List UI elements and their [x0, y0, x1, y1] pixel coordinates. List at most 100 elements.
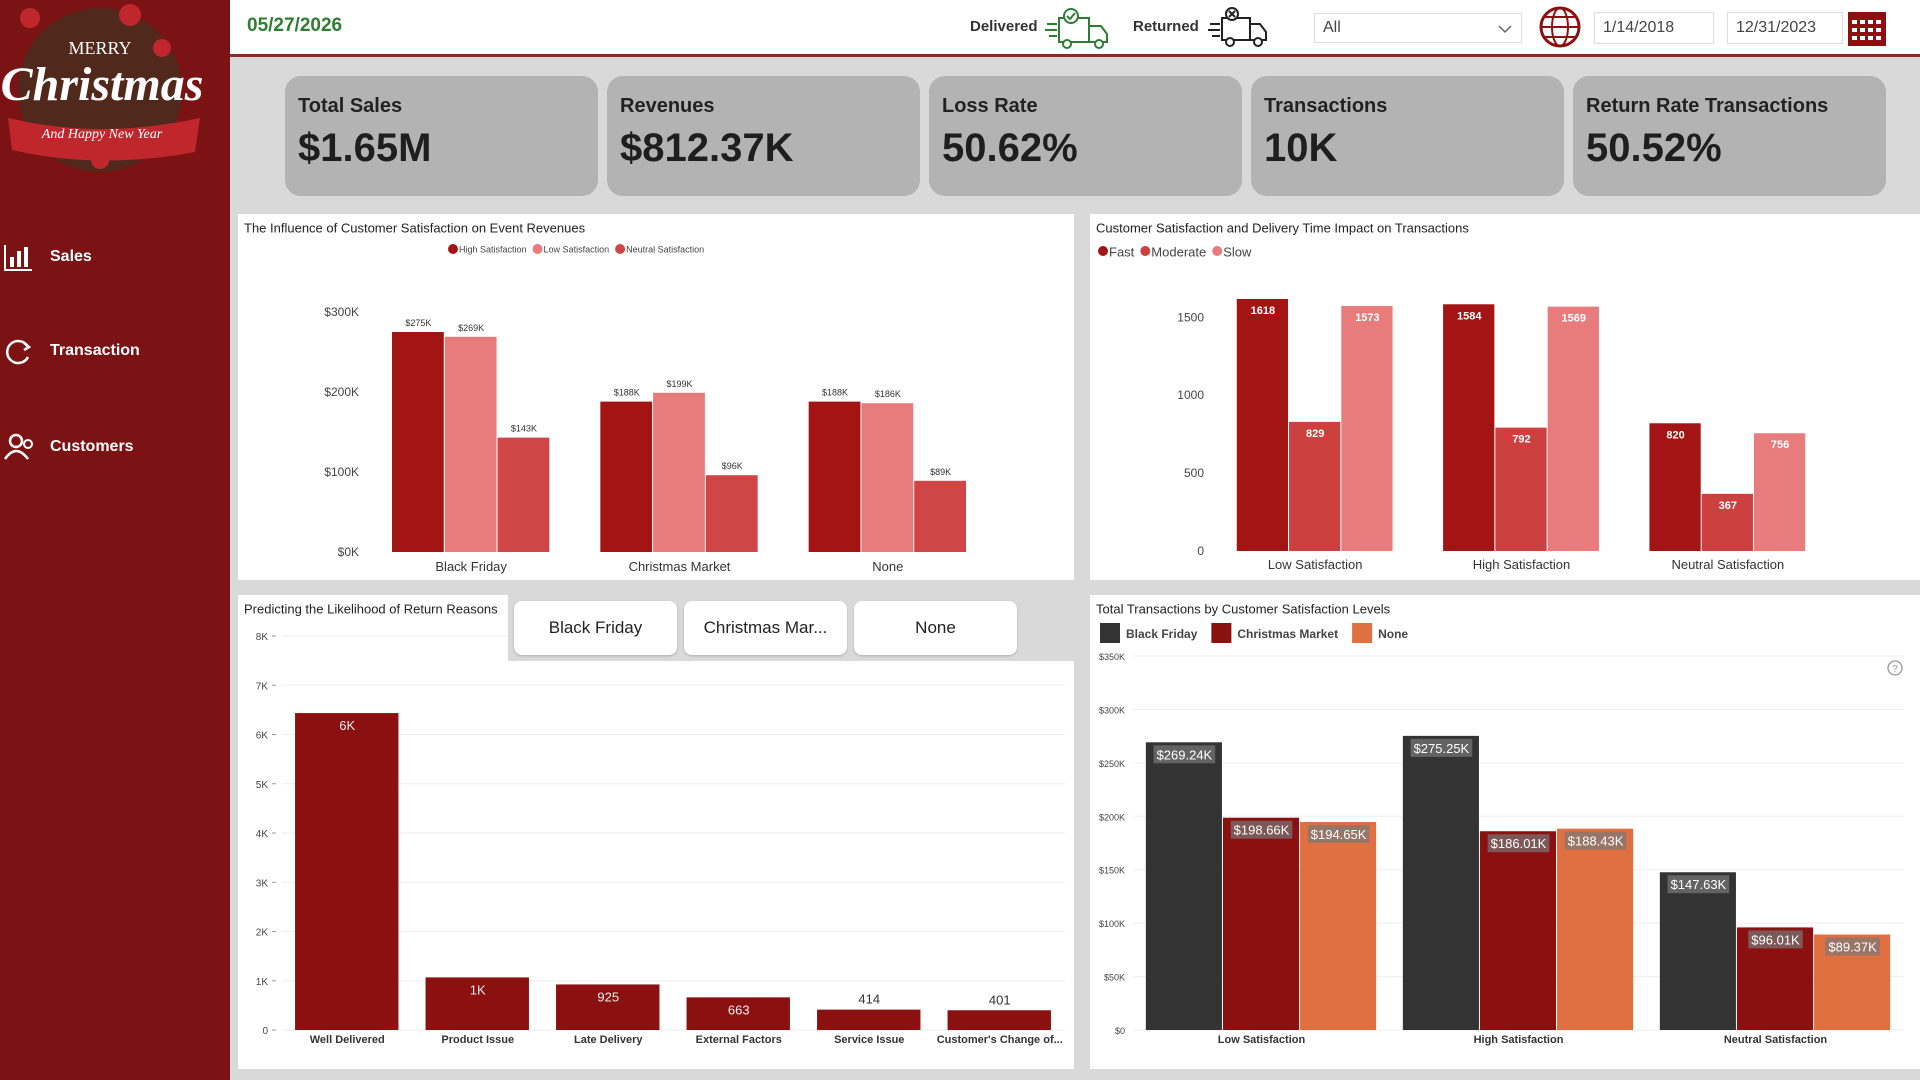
chart: Predicting the Likelihood of Return Reas…	[244, 602, 1065, 1046]
y-tick-label: $250K	[1099, 759, 1125, 769]
chart-title: Total Transactions by Customer Satisfact…	[1096, 602, 1391, 617]
legend-marker	[1100, 623, 1120, 643]
header: 05/27/2026 Delivered Returned All 1/14/2…	[230, 0, 1920, 57]
kpi-card: Total Sales $1.65M	[285, 76, 598, 196]
nav-item[interactable]: Sales	[0, 235, 230, 279]
slicer-button[interactable]: Christmas Mar...	[684, 601, 847, 655]
x-tick-label: Well Delivered	[310, 1034, 385, 1046]
truck-icon	[1208, 7, 1267, 47]
logo: MERRY Christmas And Happy New Year	[1, 4, 203, 172]
calendar-icon[interactable]	[1846, 8, 1888, 48]
data-label: $89.37K	[1828, 940, 1877, 955]
filter-dropdown[interactable]: All	[1314, 13, 1522, 43]
bar	[1753, 433, 1806, 551]
legend-label: Christmas Market	[1237, 627, 1338, 641]
bar	[1341, 305, 1393, 551]
data-label: $188K	[822, 388, 848, 398]
button-label: None	[915, 618, 956, 637]
bar	[686, 997, 790, 1030]
label-background	[1307, 825, 1370, 844]
legend-marker	[1098, 246, 1108, 256]
x-tick-label: Black Friday	[435, 559, 507, 574]
bar	[1557, 828, 1634, 1030]
slicer-button[interactable]: None	[854, 601, 1017, 655]
bar	[600, 401, 653, 552]
bar	[1479, 831, 1557, 1030]
data-label: $143K	[511, 424, 537, 434]
chart-title: The Influence of Customer Satisfaction o…	[244, 221, 586, 236]
logo-text: And Happy New Year	[41, 127, 163, 142]
date-text: 12/31/2023	[1736, 19, 1817, 36]
y-tick-label: 7K	[256, 681, 269, 692]
x-tick-label: Customer's Change of...	[937, 1034, 1063, 1046]
x-tick-label: Service Issue	[834, 1034, 904, 1046]
data-label: 820	[1666, 429, 1684, 441]
legend-marker	[615, 244, 626, 254]
x-tick-label: Late Delivery	[574, 1034, 643, 1046]
data-label: $269.24K	[1157, 747, 1213, 762]
data-label: 1569	[1562, 313, 1586, 325]
data-label: 829	[1306, 428, 1324, 440]
label-background	[1153, 745, 1216, 764]
y-tick-label: $0	[1115, 1026, 1125, 1036]
legend-label: Low Satisfaction	[544, 245, 610, 255]
icon	[5, 339, 32, 365]
data-label: $198.66K	[1234, 823, 1290, 838]
data-label: $147.63K	[1671, 877, 1727, 892]
y-tick-label: 0	[262, 1026, 268, 1037]
y-tick-label: 4K	[256, 829, 269, 840]
bar	[1701, 493, 1753, 551]
svg-text:?: ?	[1892, 664, 1898, 675]
button-label: Black Friday	[548, 618, 643, 637]
start-date[interactable]: 1/14/2018	[1594, 12, 1714, 44]
data-label: $186K	[875, 389, 901, 399]
kpi-value: 50.52%	[1586, 126, 1722, 170]
nav-item[interactable]: Transaction	[0, 329, 230, 373]
legend-label: Moderate	[1151, 245, 1206, 260]
bar	[914, 480, 966, 552]
legend-marker	[532, 244, 543, 254]
data-label: 1618	[1251, 305, 1275, 317]
legend-marker	[1212, 246, 1223, 256]
kpi-value: 50.62%	[942, 126, 1078, 170]
date-text: 1/14/2018	[1603, 19, 1675, 36]
bar	[1402, 735, 1479, 1030]
slicer-button[interactable]: Black Friday	[514, 601, 677, 655]
legend-marker	[1211, 623, 1232, 643]
kpi-label: Revenues	[620, 95, 715, 117]
y-tick-label: $300K	[324, 305, 359, 319]
dropdown-value: All	[1323, 19, 1341, 36]
bar	[295, 713, 399, 1030]
y-tick-label: 1000	[1177, 388, 1204, 402]
x-tick-label: Low Satisfaction	[1268, 557, 1363, 572]
data-label: $199K	[666, 379, 692, 389]
nav-item[interactable]: Customers	[0, 425, 230, 469]
bar	[1649, 423, 1701, 551]
data-label: $186.01K	[1491, 836, 1547, 851]
data-label: 792	[1512, 434, 1530, 446]
data-label: 6K	[339, 718, 355, 733]
data-label: $188K	[614, 388, 640, 398]
kpi-card: Transactions 10K	[1251, 76, 1564, 196]
data-label: 367	[1719, 500, 1737, 512]
kpi-label: Transactions	[1264, 95, 1388, 117]
end-date[interactable]: 12/31/2023	[1727, 12, 1843, 44]
y-tick-label: $50K	[1104, 973, 1125, 983]
logo-text: MERRY	[68, 38, 131, 58]
globe-icon	[1539, 6, 1581, 48]
bar	[1300, 822, 1377, 1030]
bar	[808, 401, 861, 552]
y-tick-label: $0K	[338, 545, 359, 559]
kpi-value: $812.37K	[620, 126, 794, 170]
legend-marker	[448, 244, 458, 254]
y-tick-label: $100K	[1099, 919, 1125, 929]
legend-marker	[1352, 623, 1373, 643]
data-label: 756	[1771, 439, 1789, 451]
bar	[705, 475, 758, 552]
y-tick-label: 2K	[256, 928, 269, 939]
legend-label: Neutral Satisfaction	[626, 245, 704, 255]
data-label: $275K	[405, 318, 431, 328]
data-label: 1573	[1355, 312, 1379, 324]
help-icon[interactable]: ?	[1886, 659, 1904, 677]
bar	[817, 1009, 921, 1030]
